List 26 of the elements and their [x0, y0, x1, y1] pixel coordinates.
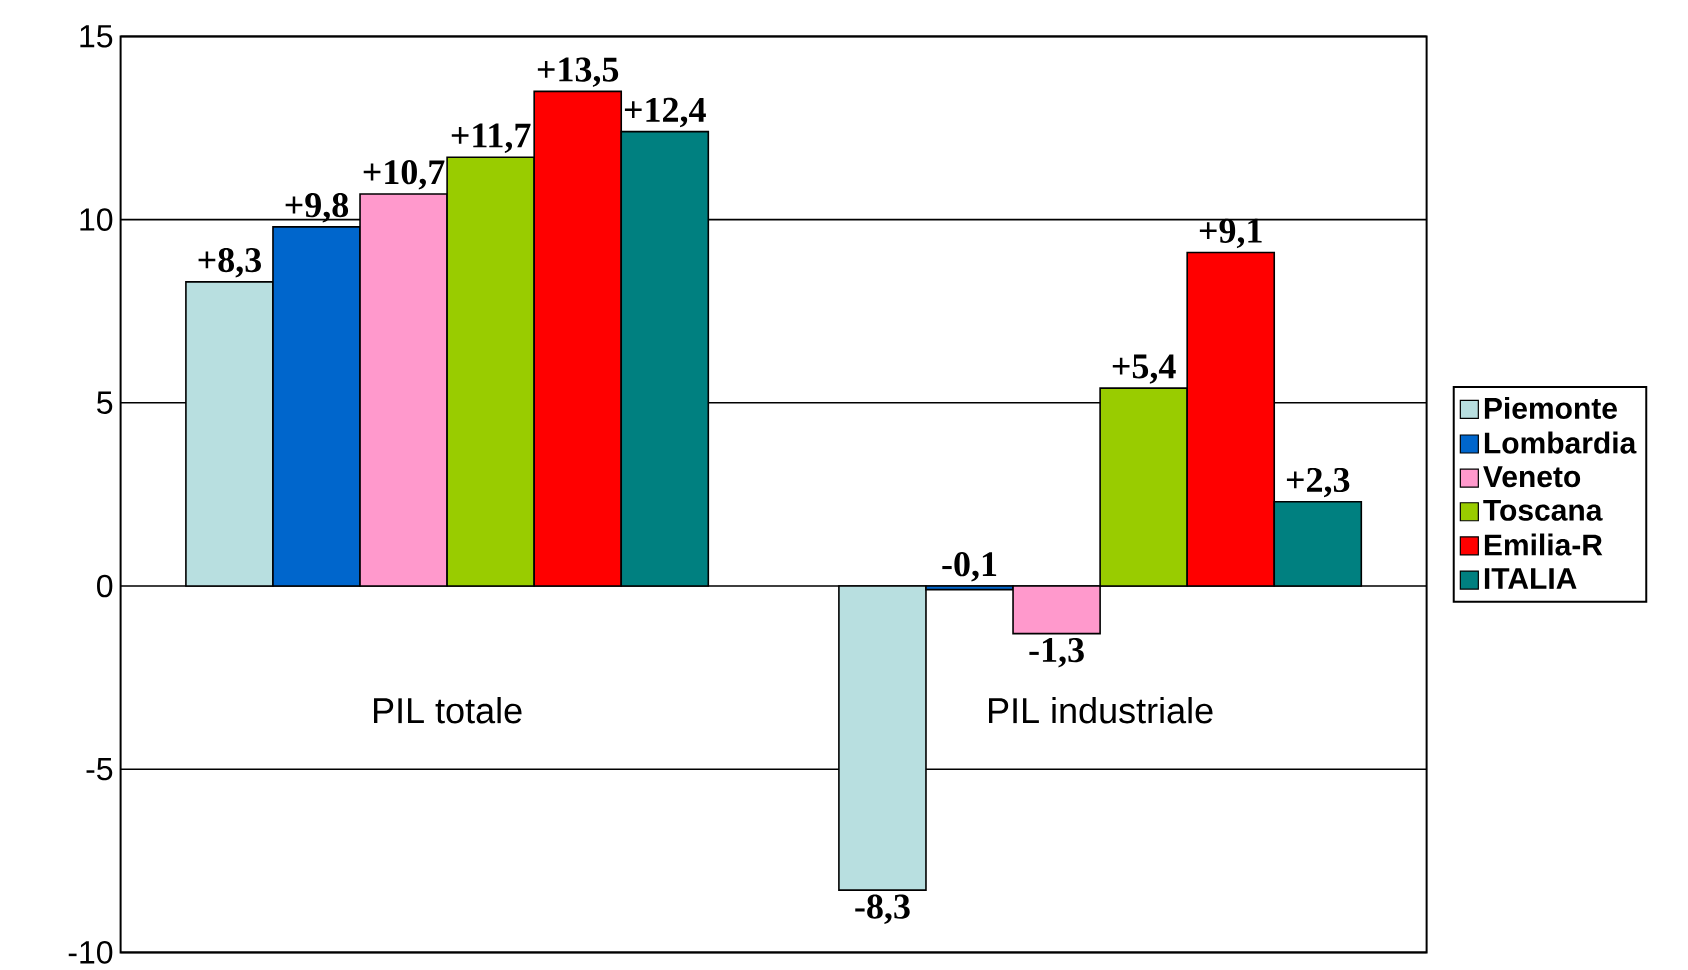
data-label: +11,7: [451, 123, 531, 153]
data-label: +13,5: [537, 57, 619, 87]
data-label: -1,3: [1029, 637, 1084, 668]
legend-label: Lombardia: [1484, 431, 1637, 454]
y-tick-label: 15: [80, 25, 113, 48]
data-label: +5,4: [1112, 354, 1176, 384]
data-label: +2,3: [1286, 467, 1350, 498]
y-tick-label: 5: [97, 391, 113, 414]
x-tick-label: PIL industriale: [989, 696, 1213, 724]
legend-label: ITALIA: [1484, 568, 1577, 589]
legend-label: Emilia-R: [1484, 533, 1603, 556]
data-label: +9,1: [1199, 218, 1262, 248]
data-label: -8,3: [855, 894, 910, 924]
y-tick-label: -5: [86, 757, 113, 781]
data-label: +10,7: [363, 159, 445, 190]
x-tick-label: PIL totale: [374, 696, 522, 724]
y-tick-label: -10: [68, 940, 113, 964]
data-label: +9,8: [285, 192, 349, 223]
data-label: +12,4: [624, 97, 706, 128]
legend-label: Piemonte: [1484, 396, 1617, 419]
y-tick-label: 10: [80, 208, 113, 231]
data-label: -0,1: [942, 551, 997, 582]
legend-label: Toscana: [1483, 499, 1603, 521]
data-label: +8,3: [198, 247, 261, 278]
legend-label: Veneto: [1483, 466, 1581, 488]
y-tick-label: 0: [97, 574, 113, 598]
